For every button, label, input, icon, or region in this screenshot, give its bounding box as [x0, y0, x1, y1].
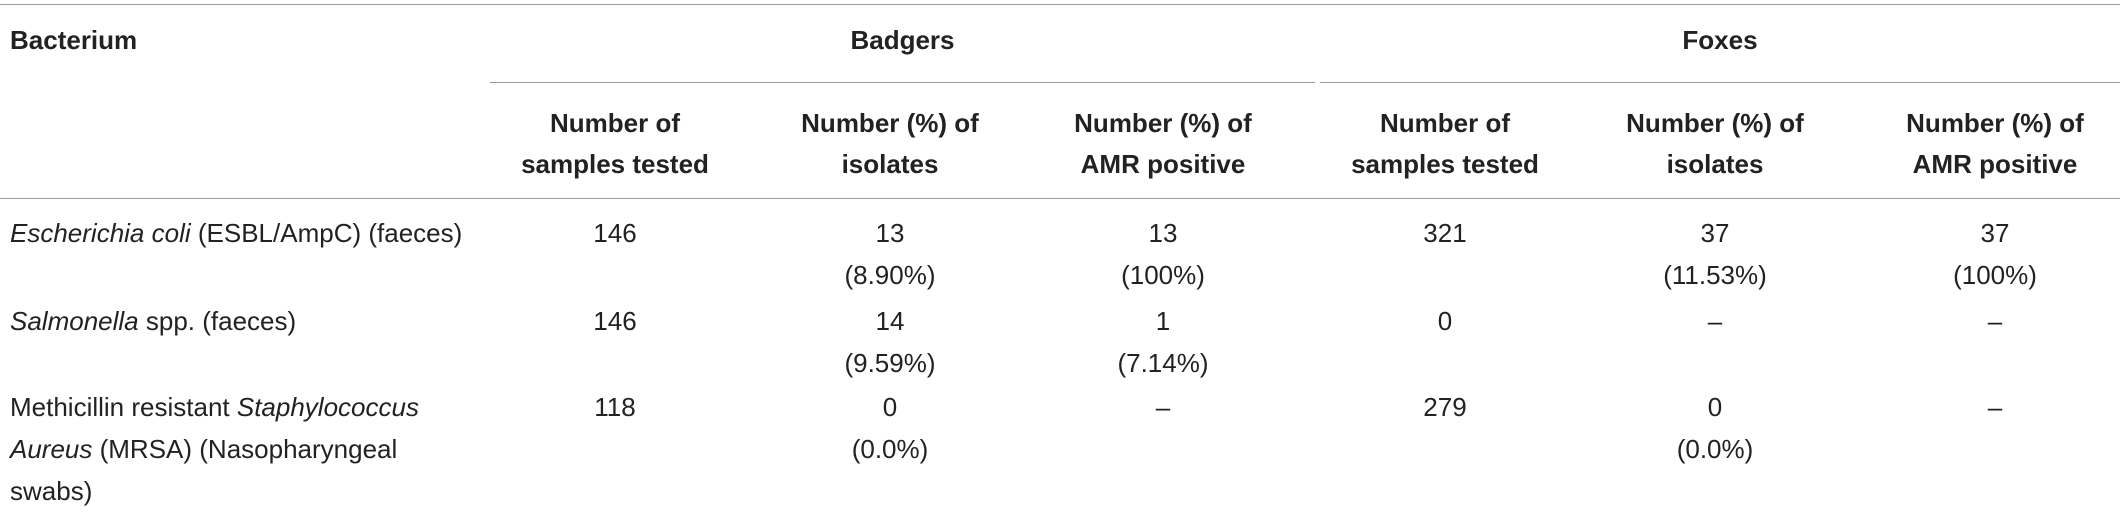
table-cell: 14 (9.59%)	[844, 306, 936, 378]
table-cell: 37 (100%)	[1953, 218, 2037, 290]
row-label-italic: Salmonella	[10, 306, 139, 336]
table-cell: 146	[593, 306, 637, 336]
table-cell: 146	[593, 218, 637, 248]
header-foxes-samples-tested: Number of samples tested	[1351, 108, 1539, 179]
table-cell: 13 (8.90%)	[844, 218, 936, 290]
table-top-rule	[0, 4, 2120, 5]
header-badgers-amr-positive: Number (%) of AMR positive	[1074, 108, 1252, 179]
header-badgers-samples-tested: Number of samples tested	[521, 108, 709, 179]
header-bottom-rule	[0, 198, 2120, 199]
badgers-group-rule	[490, 82, 1315, 83]
table-cell: 1 (7.14%)	[1117, 306, 1209, 378]
header-foxes-isolates: Number (%) of isolates	[1626, 108, 1804, 179]
row-label-escherichia-coli: Escherichia coli (ESBL/AmpC) (faeces)	[10, 212, 480, 254]
row-label-rest: spp. (faeces)	[138, 306, 297, 336]
row-label-italic: Staphylococcus Aureus	[10, 392, 419, 464]
row-label-pre: Methicillin resistant	[10, 392, 237, 422]
header-group-badgers: Badgers	[850, 25, 955, 55]
row-label-italic: Escherichia coli	[10, 218, 191, 248]
row-label-mrsa: Methicillin resistant Staphylococcus Aur…	[10, 386, 480, 512]
table-cell: –	[1155, 392, 1171, 422]
header-foxes-amr-positive: Number (%) of AMR positive	[1906, 108, 2084, 179]
table-cell: –	[1987, 392, 2003, 422]
header-bacterium: Bacterium	[10, 25, 138, 55]
header-group-foxes: Foxes	[1682, 25, 1758, 55]
table-cell: 0 (0.0%)	[851, 392, 929, 464]
table-cell: 13 (100%)	[1121, 218, 1205, 290]
header-badgers-isolates: Number (%) of isolates	[801, 108, 979, 179]
foxes-group-rule	[1320, 82, 2120, 83]
table-cell: 37 (11.53%)	[1663, 218, 1767, 290]
table-cell: –	[1707, 306, 1723, 336]
row-label-salmonella: Salmonella spp. (faeces)	[10, 300, 480, 342]
table-cell: 321	[1423, 218, 1467, 248]
table-cell: 279	[1423, 392, 1467, 422]
table-cell: 0	[1437, 306, 1453, 336]
row-label-rest: (MRSA) (Nasopharyngeal swabs)	[10, 434, 398, 506]
table-cell: 0 (0.0%)	[1676, 392, 1754, 464]
table-cell: –	[1987, 306, 2003, 336]
row-label-rest: (ESBL/AmpC) (faeces)	[190, 218, 463, 248]
table-cell: 118	[594, 392, 636, 422]
